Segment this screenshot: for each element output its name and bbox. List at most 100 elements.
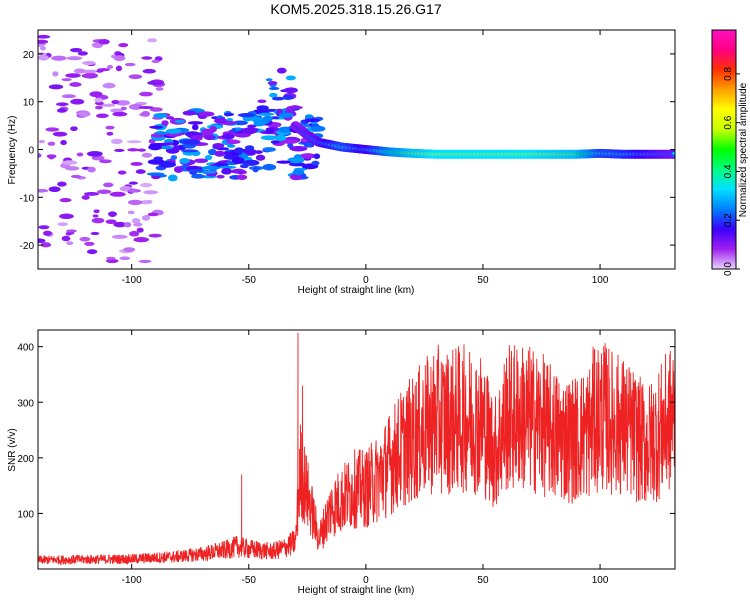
spectrogram-noise-blob [110,138,123,145]
spectrogram-noise-blob [138,259,152,263]
spectrogram-noise-blob [87,166,96,173]
colorbar-label: Normalized spectral amplitude [738,82,749,217]
spectrogram-turbulence-blob [241,127,258,134]
spectrogram-turbulence-blob [262,147,276,152]
spectrogram-noise-blob [95,105,103,110]
spectrogram-turbulence-blob [242,159,260,166]
colorbar-gradient [712,30,736,269]
spectrogram-turbulence-blob [286,105,303,110]
spectrogram-turbulence-blob [262,115,273,122]
snr-x-tick-label: 100 [592,575,609,586]
spectrogram-turbulence-blob [270,140,280,144]
spectrogram-noise-blob [70,174,82,179]
spectrogram-turbulence-blob [153,113,168,119]
spectrogram-noise-blob [81,195,90,200]
spectrogram-turbulence-blob [148,144,162,151]
spectrogram-noise-blob [149,107,163,112]
spectrogram-turbulence-blob [181,149,199,153]
spectrogram-turbulence-blob [191,124,199,131]
spectrogram-noise-blob [94,98,104,103]
spectrogram-turbulence-blob [158,161,177,168]
spectrogram-noise-blob [48,186,61,193]
spectrogram-turbulence-blob [212,143,225,149]
spectrogram-noise-blob [113,55,126,62]
snr-x-tick-label: 50 [477,575,489,586]
spectrogram-noise-blob [155,87,164,91]
spectrogram-noise-blob [99,159,112,164]
spectrogram-noise-blob [107,65,114,69]
spectrogram-noise-blob [59,213,74,220]
spectrogram-turbulence-blob [182,139,201,145]
spectrogram-noise-blob [39,46,46,51]
spectrogram-noise-blob [105,219,117,225]
spectrogram-noise-blob [115,100,131,106]
spectrogram-turbulence-blob [275,135,287,142]
spectrogram-noise-blob [84,191,100,196]
spectrogram-noise-blob [57,222,68,227]
spectrogram-y-tick-label: 0 [28,146,34,157]
spectrogram-turbulence-blob [153,156,164,161]
spectrogram-x-tick-label: 100 [592,275,609,286]
spectrogram-noise-blob [89,91,103,98]
spectrogram-turbulence-blob [271,96,285,101]
spectrogram-turbulence-blob [257,99,267,104]
spectrogram-noise-blob [111,234,128,239]
spectrogram-turbulence-blob [159,145,174,150]
spectrogram-noise-blob [52,71,59,77]
spectrogram-turbulence-blob [214,150,226,157]
spectrogram-noise-blob [131,217,141,224]
spectrogram-turbulence-blob [278,112,294,118]
spectrogram-turbulence-blob [313,153,321,160]
spectrogram-noise-blob [38,139,46,144]
spectrogram-noise-blob [96,69,104,73]
spectrogram-noise-blob [70,48,83,53]
spectrogram-x-tick-label: 50 [477,275,489,286]
spectrogram-turbulence-blob [289,173,303,181]
spectrogram-turbulence-blob [304,114,314,120]
spectrogram-turbulence-blob [304,118,321,123]
spectrogram-noise-blob [123,247,136,253]
spectrogram-noise-blob [141,56,153,60]
spectrogram-turbulence-blob [252,166,259,173]
spectrogram-noise-blob [92,214,99,218]
spectrogram-noise-blob [60,140,67,146]
spectrogram-noise-blob [151,59,160,63]
spectrogram-noise-blob [51,55,67,61]
spectrogram-noise-blob [103,182,114,188]
colorbar-tick-label: 0.0 [723,262,734,276]
spectrogram-noise-blob [47,141,56,146]
spectrogram-turbulence-blob [170,155,178,160]
spectrogram-noise-blob [113,221,127,228]
spectrogram-turbulence-blob [234,168,244,173]
spectrogram-turbulence-blob [256,105,269,111]
colorbar-tick-label: 0.2 [723,213,734,227]
spectrogram-turbulence-blob [173,166,184,173]
spectrogram-noise-blob [120,106,127,111]
spectrogram-turbulence-blob [203,134,216,141]
spectrogram-noise-blob [61,78,72,82]
spectrogram-turbulence-blob [151,174,161,180]
snr-x-ticks: -100 -50 0 50 100 [122,330,609,586]
spectrogram-turbulence-blob [167,174,178,182]
spectrogram-turbulence-blob [282,94,294,100]
spectrogram-noise-blob [127,148,139,152]
spectrogram-turbulence-blob [269,92,278,98]
colorbar-ticks: 0.0 0.2 0.4 0.6 0.8 [723,67,740,276]
spectrogram-noise-blob [108,211,117,217]
spectrogram-noise-blob [141,110,151,117]
spectrogram-noise-blob [66,56,83,61]
spectrogram-turbulence-blob [276,160,292,164]
spectrogram-noise-blob [82,60,96,66]
spectrogram-y-tick-label: 10 [23,98,35,109]
spectrogram-noise-blob [139,91,153,97]
snr-y-ticks: 100 200 300 400 [17,343,675,520]
spectrogram-turbulence-blob [154,131,168,135]
spectrogram-turbulence-blob [172,145,180,152]
spectrogram-turbulence-blob [265,127,275,134]
snr-y-tick-label: 100 [17,509,34,520]
snr-y-tick-label: 200 [17,454,34,465]
spectrogram-noise-blob [142,68,156,74]
spectrogram-turbulence-blob [204,155,213,161]
spectrogram-noise-blob [129,103,143,110]
spectrogram-noise-blob [128,74,143,80]
